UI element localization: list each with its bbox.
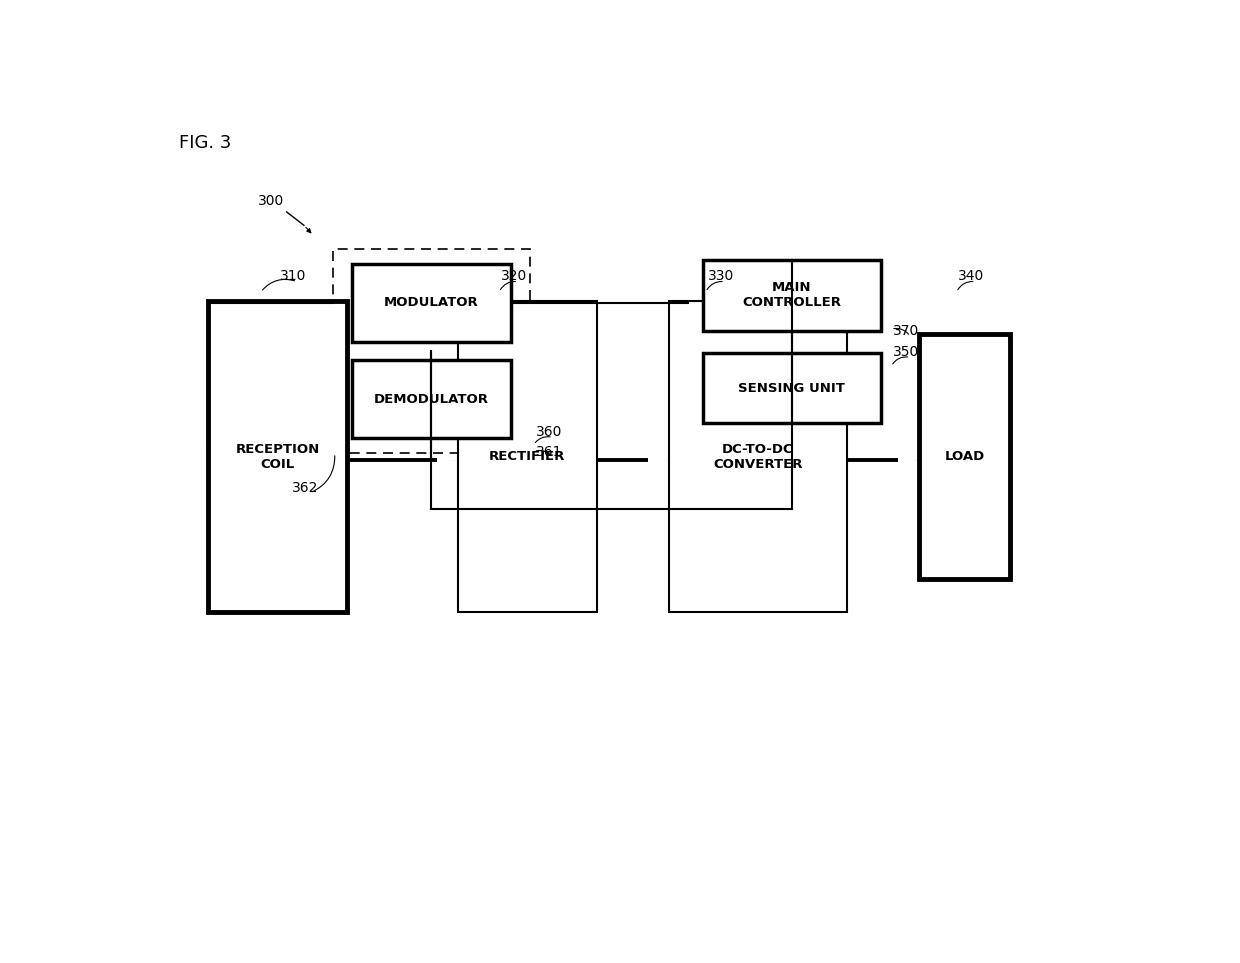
Text: RECTIFIER: RECTIFIER bbox=[490, 450, 565, 463]
Bar bbox=[919, 334, 1011, 579]
Text: 340: 340 bbox=[959, 269, 985, 283]
Bar bbox=[670, 300, 847, 612]
Bar bbox=[352, 360, 511, 438]
Text: 320: 320 bbox=[501, 269, 527, 283]
Bar bbox=[458, 300, 596, 612]
Text: LOAD: LOAD bbox=[945, 450, 985, 463]
Text: 310: 310 bbox=[280, 269, 306, 283]
Text: 300: 300 bbox=[258, 194, 284, 207]
Text: 370: 370 bbox=[893, 324, 919, 338]
Text: 360: 360 bbox=[536, 425, 562, 439]
Text: MAIN
CONTROLLER: MAIN CONTROLLER bbox=[743, 281, 841, 309]
Bar bbox=[208, 300, 347, 612]
Text: MODULATOR: MODULATOR bbox=[384, 297, 479, 309]
Text: RECEPTION
COIL: RECEPTION COIL bbox=[236, 443, 320, 471]
Text: SENSING UNIT: SENSING UNIT bbox=[738, 381, 846, 395]
Text: 362: 362 bbox=[293, 482, 319, 495]
Text: DC-TO-DC
CONVERTER: DC-TO-DC CONVERTER bbox=[713, 443, 802, 471]
Text: 350: 350 bbox=[893, 345, 919, 359]
Bar bbox=[332, 249, 529, 453]
Bar bbox=[352, 264, 511, 342]
Text: 361: 361 bbox=[536, 445, 562, 459]
Text: FIG. 3: FIG. 3 bbox=[179, 134, 232, 152]
Text: DEMODULATOR: DEMODULATOR bbox=[373, 393, 489, 405]
Bar bbox=[703, 352, 880, 424]
Bar bbox=[703, 260, 880, 330]
Text: 330: 330 bbox=[708, 269, 734, 283]
